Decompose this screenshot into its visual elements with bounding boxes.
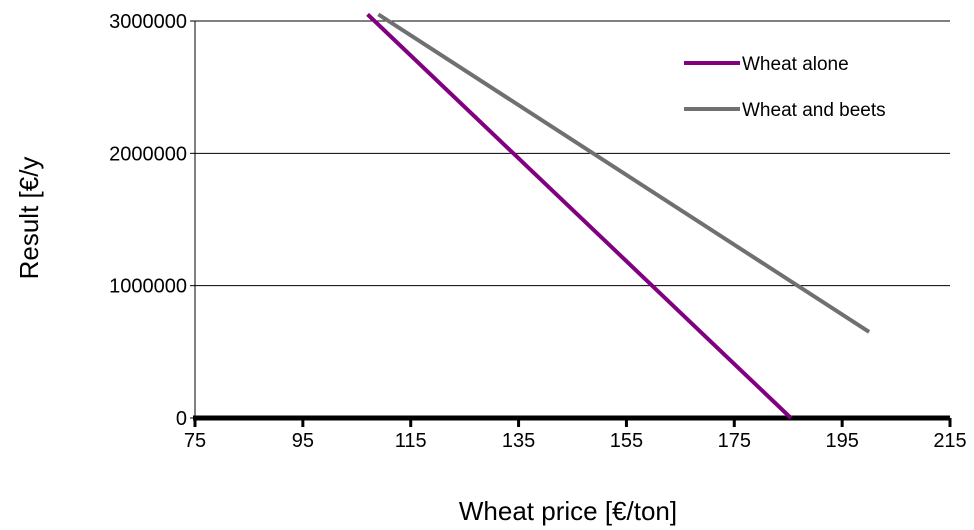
series-lines bbox=[366, 12, 871, 420]
y-axis-title: Result [€/y bbox=[14, 157, 44, 280]
y-tick-label: 2000000 bbox=[109, 143, 187, 165]
series-line-wheat-alone bbox=[366, 12, 793, 420]
x-tick-label: 155 bbox=[610, 430, 643, 452]
legend-label: Wheat alone bbox=[742, 54, 849, 75]
y-tick-label: 0 bbox=[176, 408, 187, 430]
gridlines bbox=[195, 20, 950, 287]
x-tick-label: 195 bbox=[825, 430, 858, 452]
axes bbox=[190, 20, 952, 427]
tick-labels: 0 1000000 2000000 3000000 75 95 115 135 155 175 19… bbox=[109, 11, 967, 452]
legend-label: Wheat and beets bbox=[742, 100, 886, 121]
y-tick-label: 3000000 bbox=[109, 11, 187, 33]
x-tick-label: 115 bbox=[395, 430, 427, 452]
legend: Wheat alone Wheat and beets bbox=[684, 54, 886, 121]
x-tick-label: 75 bbox=[184, 430, 206, 452]
series-line-wheat-and-beets bbox=[377, 12, 871, 334]
y-tick-label: 1000000 bbox=[109, 276, 187, 298]
x-tick-label: 175 bbox=[718, 430, 751, 452]
x-tick-label: 135 bbox=[502, 430, 535, 452]
x-tick-label: 215 bbox=[933, 430, 966, 452]
x-tick-label: 95 bbox=[292, 430, 314, 452]
x-axis-title: Wheat price [€/ton] bbox=[459, 496, 677, 526]
